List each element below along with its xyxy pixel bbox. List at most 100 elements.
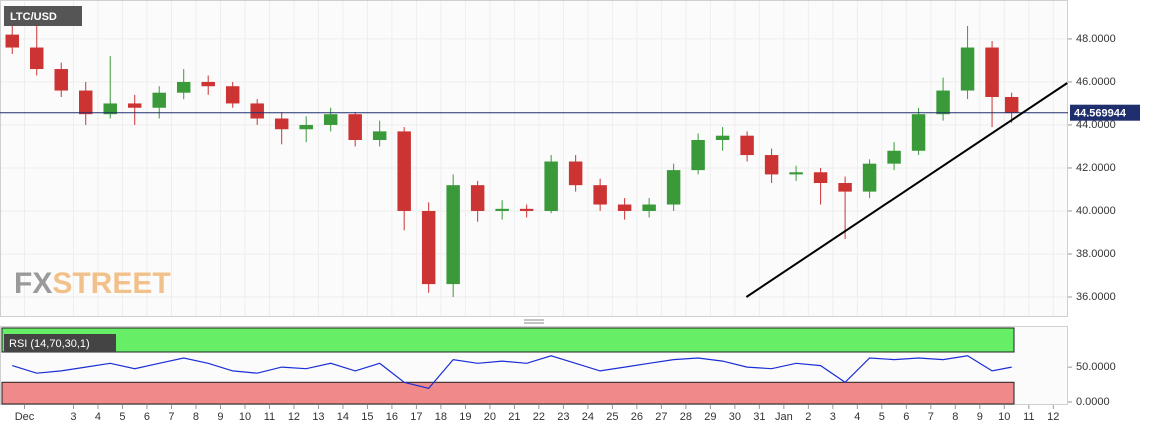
candle-body — [593, 185, 607, 205]
x-tick-label: 10 — [998, 411, 1010, 423]
candle-body — [519, 208, 534, 211]
x-tick-label: 5 — [879, 411, 885, 423]
candle-body — [5, 34, 19, 48]
y-tick-label: 38.0000 — [1076, 248, 1116, 260]
candle-body — [1004, 96, 1019, 113]
x-tick-label: 11 — [264, 411, 275, 423]
watermark: FXSTREET — [14, 267, 171, 300]
y-tick-label: 50.0000 — [1076, 361, 1116, 373]
candle-body — [397, 131, 411, 211]
x-tick-label: 3 — [70, 411, 76, 423]
candle-body — [862, 163, 877, 192]
candle-body — [446, 185, 460, 285]
candle-body — [127, 103, 142, 108]
x-tick-label: 27 — [655, 411, 667, 423]
candle-body — [274, 118, 289, 130]
candle-body — [789, 172, 803, 175]
x-tick-label: 28 — [680, 411, 692, 423]
candle-body — [715, 135, 730, 141]
candle-body — [887, 150, 901, 164]
title-box — [4, 334, 116, 352]
x-tick-label: 30 — [729, 411, 741, 423]
candle-body — [740, 135, 754, 156]
x-tick-label: 22 — [533, 411, 545, 423]
y-tick-label: 0.0000 — [1076, 396, 1110, 408]
y-tick-label: 46.0000 — [1076, 76, 1116, 88]
candle-body — [813, 172, 828, 184]
x-tick-label: 29 — [704, 411, 716, 423]
candle-body — [78, 90, 93, 115]
candle-body — [54, 69, 68, 91]
x-tick-label: 15 — [361, 411, 373, 423]
x-tick-label: 7 — [928, 411, 934, 423]
candle-body — [250, 103, 264, 119]
candle-body — [617, 204, 632, 211]
candle-body — [642, 204, 656, 211]
x-tick-label: 4 — [854, 411, 860, 423]
candle-body — [30, 47, 44, 70]
x-tick-label: 17 — [410, 411, 422, 423]
candle-body — [103, 103, 117, 115]
candle-body — [225, 86, 240, 104]
candle-body — [985, 47, 999, 97]
x-tick-label: 13 — [312, 411, 324, 423]
x-tick-label: 10 — [239, 411, 251, 423]
y-tick-label: 36.0000 — [1076, 291, 1116, 303]
y-tick-label: 44.0000 — [1076, 119, 1116, 131]
oversold-zone — [1, 381, 1015, 405]
last-price-box — [1070, 104, 1140, 121]
title-box — [4, 6, 82, 26]
x-tick-label: 4 — [95, 411, 101, 423]
x-tick-label: 16 — [386, 411, 398, 423]
x-tick-label: 24 — [582, 411, 594, 423]
candle-body — [666, 170, 681, 205]
x-tick-label: 9 — [217, 411, 223, 423]
last-price-label: 44.569944 — [1074, 108, 1127, 120]
chart-title: RSI (14,70,30,1) — [9, 338, 90, 350]
x-tick-label: 9 — [977, 411, 983, 423]
candle-body — [691, 140, 705, 171]
x-tick-label: 31 — [753, 411, 765, 423]
candle-body — [495, 208, 509, 211]
candle-body — [152, 92, 166, 108]
x-tick-label: 12 — [1047, 411, 1059, 423]
x-tick-label: 8 — [193, 411, 199, 423]
candle-body — [176, 81, 191, 93]
candle-body — [568, 161, 583, 186]
x-tick-label: 12 — [288, 411, 300, 423]
overbought-zone — [1, 327, 1015, 353]
candle-body — [348, 114, 362, 141]
x-tick-label: Jan — [775, 411, 793, 423]
chart-title: LTC/USD — [10, 11, 57, 23]
x-tick-label: 20 — [484, 411, 496, 423]
candle-body — [470, 185, 485, 211]
x-tick-label: 18 — [435, 411, 447, 423]
candle-body — [764, 155, 779, 175]
candle-body — [838, 183, 852, 192]
y-tick-label: 42.0000 — [1076, 162, 1116, 174]
x-tick-label: 6 — [903, 411, 909, 423]
x-tick-label: 2 — [805, 411, 811, 423]
candle-body — [960, 47, 975, 91]
watermark-part: FX — [14, 267, 52, 300]
x-tick-label: 19 — [459, 411, 471, 423]
candle-body — [299, 124, 313, 130]
x-tick-label: 8 — [952, 411, 958, 423]
x-tick-label: 5 — [119, 411, 125, 423]
candle-body — [911, 114, 926, 151]
candle-body — [372, 131, 387, 141]
x-tick-label: 3 — [830, 411, 836, 423]
x-tick-label: Dec — [15, 411, 35, 423]
candle-body — [421, 210, 436, 285]
rsi-line — [12, 355, 1012, 389]
panel-handle[interactable] — [524, 319, 544, 324]
x-tick-label: 14 — [337, 411, 349, 423]
candle-body — [323, 114, 338, 125]
x-tick-label: 23 — [557, 411, 569, 423]
y-tick-label: 40.0000 — [1076, 205, 1116, 217]
watermark-part: STREET — [52, 267, 170, 300]
trendline — [745, 82, 1068, 298]
candle-body — [201, 81, 215, 87]
